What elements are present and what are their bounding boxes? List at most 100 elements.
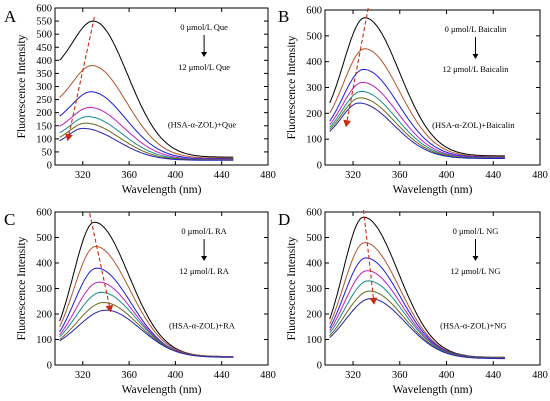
x-tick-label: 400 xyxy=(439,370,455,381)
y-tick-label: 550 xyxy=(36,17,52,28)
x-tick-label: 320 xyxy=(345,170,361,181)
annotation-start-concentration: 0 μmol/L RA xyxy=(181,226,227,236)
x-tick-label: 480 xyxy=(260,170,276,181)
x-axis-title: Wavelength (nm) xyxy=(393,184,473,196)
panel-letter: D xyxy=(278,210,290,229)
y-tick-label: 600 xyxy=(306,6,322,17)
y-tick-label: 300 xyxy=(306,83,322,94)
panel-letter: A xyxy=(4,7,17,26)
y-tick-label: 600 xyxy=(36,4,52,15)
trend-arrow xyxy=(363,209,378,305)
y-tick-label: 400 xyxy=(306,259,322,270)
series-line xyxy=(59,245,234,357)
annotation-end-concentration: 12 μmol/L RA xyxy=(179,266,229,276)
series-line xyxy=(329,17,505,157)
y-tick-label: 400 xyxy=(306,57,322,68)
series-line xyxy=(59,127,234,161)
annotation-end-concentration: 12 μmol/L Baicalin xyxy=(442,64,509,74)
x-tick-label: 360 xyxy=(121,370,137,381)
y-tick-label: 500 xyxy=(306,233,322,244)
annotation-start-concentration: 0 μmol/L NG xyxy=(453,226,499,236)
x-tick-label: 320 xyxy=(75,370,91,381)
panel-a: A 320 360 400 440 480 0 50 100 150 200 250 300 350 400… xyxy=(4,4,276,197)
x-tick-label: 480 xyxy=(532,170,548,181)
y-tick-label: 150 xyxy=(36,121,52,132)
annotation-end-concentration: 12 μmol/L Que xyxy=(178,62,230,72)
x-tick-label: 400 xyxy=(168,370,184,381)
x-tick-label: 440 xyxy=(485,370,501,381)
trend-arrow xyxy=(343,7,369,128)
x-axis-title: Wavelength (nm) xyxy=(122,384,202,396)
x-axis-title: Wavelength (nm) xyxy=(393,384,473,396)
series-line xyxy=(329,102,505,159)
x-tick-label: 440 xyxy=(214,170,230,181)
x-tick-label: 400 xyxy=(439,170,455,181)
x-tick-label: 360 xyxy=(392,370,408,381)
y-tick-label: 200 xyxy=(36,310,52,321)
y-axis-title: Fluorescence Intensity xyxy=(286,236,298,340)
x-tick-label: 440 xyxy=(214,370,230,381)
panel-letter: C xyxy=(4,210,15,229)
panel-b: B 320 360 400 440 480 0 100 200 300 400 500 600 Wavel… xyxy=(278,6,548,197)
y-axis-title: Fluorescence Intensity xyxy=(16,236,28,340)
y-tick-label: 250 xyxy=(36,95,52,106)
system-label: (HSA-α-ZOL)+RA xyxy=(169,320,236,330)
x-tick-label: 480 xyxy=(260,370,276,381)
x-tick-label: 440 xyxy=(485,170,501,181)
y-axis-title: Fluorescence Intensity xyxy=(16,34,28,138)
series-line xyxy=(59,65,234,159)
y-tick-label: 50 xyxy=(42,147,53,158)
y-tick-label: 200 xyxy=(306,310,322,321)
annotation-end-concentration: 12 μmol/L NG xyxy=(450,266,500,276)
y-tick-label: 100 xyxy=(36,134,52,145)
y-tick-label: 200 xyxy=(306,109,322,120)
x-axis-title: Wavelength (nm) xyxy=(122,184,202,196)
y-tick-label: 100 xyxy=(306,135,322,146)
y-tick-label: 600 xyxy=(36,208,52,219)
panel-c: C 320 360 400 440 480 0 100 200 300 400 500 600 Wavel… xyxy=(4,208,276,397)
system-label: (HSA-α-ZOL)+Baicalin xyxy=(432,120,515,130)
y-tick-label: 500 xyxy=(306,31,322,42)
y-tick-label: 0 xyxy=(47,361,52,372)
trend-arrow xyxy=(65,17,95,142)
y-axis-title: Fluorescence Intensity xyxy=(286,35,298,139)
trend-arrow xyxy=(89,213,114,313)
y-tick-label: 0 xyxy=(317,161,322,172)
system-label: (HSA-α-ZOL)+Que xyxy=(168,119,236,129)
plot-frame xyxy=(54,7,269,166)
x-tick-label: 360 xyxy=(392,170,408,181)
series-line xyxy=(59,309,234,358)
x-tick-label: 480 xyxy=(532,370,548,381)
y-tick-label: 100 xyxy=(36,335,52,346)
series-line xyxy=(329,48,505,158)
y-tick-label: 400 xyxy=(36,56,52,67)
annotation-start-concentration: 0 μmol/L Que xyxy=(180,22,228,32)
series-line xyxy=(329,68,505,158)
y-tick-label: 100 xyxy=(306,335,322,346)
x-tick-label: 400 xyxy=(168,170,184,181)
plot-frame xyxy=(324,9,541,166)
x-tick-label: 360 xyxy=(121,170,137,181)
y-tick-label: 350 xyxy=(36,69,52,80)
x-tick-label: 320 xyxy=(75,170,91,181)
y-tick-label: 500 xyxy=(36,30,52,41)
y-tick-label: 450 xyxy=(36,43,52,54)
y-tick-label: 300 xyxy=(36,284,52,295)
y-tick-label: 200 xyxy=(36,108,52,119)
panel-letter: B xyxy=(278,7,289,26)
y-tick-label: 400 xyxy=(36,259,52,270)
series-line xyxy=(59,20,234,158)
series-line xyxy=(59,91,234,160)
x-tick-label: 320 xyxy=(345,370,361,381)
y-tick-label: 0 xyxy=(317,361,322,372)
y-tick-label: 300 xyxy=(306,284,322,295)
y-tick-label: 600 xyxy=(306,208,322,219)
system-label: (HSA-α-ZOL)+NG xyxy=(440,320,506,330)
y-tick-label: 500 xyxy=(36,233,52,244)
y-tick-label: 300 xyxy=(36,82,52,93)
series-line xyxy=(59,221,234,357)
series-line xyxy=(329,216,505,358)
panel-d: D 320 360 400 440 480 0 100 200 300 400 500 600 Wavel… xyxy=(278,208,548,397)
y-tick-label: 0 xyxy=(47,161,52,172)
